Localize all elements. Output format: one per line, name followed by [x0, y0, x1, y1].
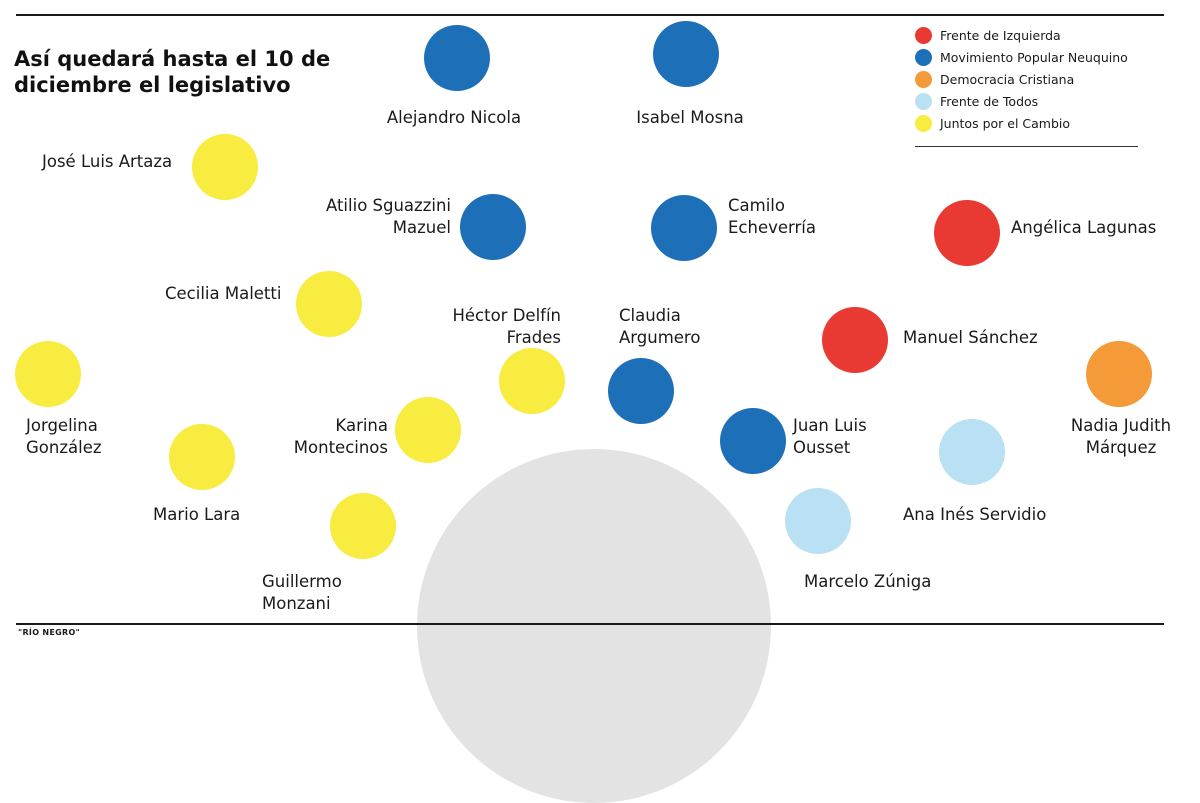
- name-line: Angélica Lagunas: [1011, 218, 1157, 237]
- name-line: Karina: [335, 416, 388, 435]
- name-line: Manuel Sánchez: [903, 328, 1038, 347]
- seat-nadia-judith-marquez: [1086, 341, 1152, 407]
- name-line: Frades: [506, 328, 561, 347]
- name-line: Monzani: [262, 594, 331, 613]
- legend-item-frente-izquierda: Frente de Izquierda: [915, 24, 1155, 46]
- label-angelica-lagunas: Angélica Lagunas: [1011, 217, 1156, 239]
- legend-label: Democracia Cristiana: [940, 71, 1075, 87]
- name-line: José Luis Artaza: [42, 152, 173, 171]
- legend-swatch: [915, 114, 932, 132]
- seat-jose-luis-artaza: [192, 134, 258, 200]
- source-credit: "RÍO NEGRO": [18, 628, 81, 637]
- legend-swatch: [915, 48, 932, 66]
- top-rule: [16, 14, 1164, 16]
- label-mario-lara: Mario Lara: [153, 504, 240, 526]
- seat-manuel-sanchez: [822, 307, 888, 373]
- hemicycle: [417, 449, 771, 803]
- name-line: Juan Luis: [793, 416, 867, 435]
- label-claudia-argumero: Claudia Argumero: [619, 305, 700, 349]
- name-line: Márquez: [1085, 438, 1157, 457]
- label-isabel-mosna: Isabel Mosna: [612, 107, 768, 129]
- name-line: Camilo: [728, 196, 785, 215]
- label-guillermo-monzani: Guillermo Monzani: [262, 571, 342, 615]
- legend-item-democracia-cristiana: Democracia Cristiana: [915, 68, 1155, 90]
- name-line: Guillermo: [262, 572, 342, 591]
- label-hector-delfin-frades: Héctor Delfín Frades: [420, 305, 561, 349]
- name-line: Argumero: [619, 328, 701, 347]
- seat-alejandro-nicola: [424, 25, 490, 91]
- legend-label: Frente de Todos: [940, 93, 1039, 109]
- seat-jorgelina-gonzalez: [15, 341, 81, 407]
- chart-title: Así quedará hasta el 10 de diciembre el …: [14, 46, 330, 98]
- bottom-rule: [16, 623, 1164, 625]
- label-marcelo-zuniga: Marcelo Zúniga: [804, 571, 931, 593]
- seat-hector-delfin-frades: [499, 348, 565, 414]
- label-alejandro-nicola: Alejandro Nicola: [372, 107, 536, 129]
- seat-marcelo-zuniga: [785, 488, 851, 554]
- seat-isabel-mosna: [653, 21, 719, 87]
- name-line: Ana Inés Servidio: [903, 505, 1047, 524]
- label-jose-luis-artaza: José Luis Artaza: [42, 151, 172, 173]
- label-karina-montecinos: Karina Montecinos: [268, 415, 388, 459]
- title-line-1: Así quedará hasta el 10 de: [14, 47, 331, 71]
- name-line: Cecilia Maletti: [165, 284, 282, 303]
- legend-label: Juntos por el Cambio: [940, 115, 1071, 131]
- seat-mario-lara: [169, 424, 235, 490]
- name-line: Alejandro Nicola: [386, 108, 522, 127]
- name-line: Marcelo Zúniga: [804, 572, 932, 591]
- seat-camilo-echeverria: [651, 195, 717, 261]
- seat-juan-luis-ousset: [720, 408, 786, 474]
- name-line: Atilio Sguazzini: [325, 196, 451, 215]
- seat-cecilia-maletti: [296, 271, 362, 337]
- label-jorgelina-gonzalez: Jorgelina González: [26, 415, 102, 459]
- name-line: Echeverría: [728, 218, 816, 237]
- name-line: Mazuel: [392, 218, 451, 237]
- legend-label: Frente de Izquierda: [940, 27, 1061, 43]
- label-camilo-echeverria: Camilo Echeverría: [728, 195, 816, 239]
- legend: Frente de Izquierda Movimiento Popular N…: [915, 24, 1155, 134]
- legend-swatch: [915, 70, 932, 88]
- seat-guillermo-monzani: [330, 493, 396, 559]
- title-line-2: diciembre el legislativo: [14, 73, 291, 97]
- name-line: Isabel Mosna: [636, 108, 744, 127]
- legend-divider: [915, 146, 1138, 147]
- name-line: González: [26, 438, 102, 457]
- seat-karina-montecinos: [395, 397, 461, 463]
- label-atilio-sguazzini-mazuel: Atilio Sguazzini Mazuel: [300, 195, 451, 239]
- name-line: Ousset: [793, 438, 851, 457]
- name-line: Mario Lara: [153, 505, 241, 524]
- name-line: Héctor Delfín: [452, 306, 561, 325]
- legend-item-frente-todos: Frente de Todos: [915, 90, 1155, 112]
- name-line: Montecinos: [293, 438, 388, 457]
- label-juan-luis-ousset: Juan Luis Ousset: [793, 415, 867, 459]
- name-line: Nadia Judith: [1070, 416, 1172, 435]
- legend-label: Movimiento Popular Neuquino: [940, 49, 1128, 65]
- seat-atilio-sguazzini-mazuel: [460, 194, 526, 260]
- legend-swatch: [915, 92, 932, 110]
- name-line: Claudia: [619, 306, 681, 325]
- label-cecilia-maletti: Cecilia Maletti: [165, 283, 281, 305]
- seat-claudia-argumero: [608, 358, 674, 424]
- label-ana-ines-servidio: Ana Inés Servidio: [903, 504, 1046, 526]
- legend-swatch: [915, 26, 932, 44]
- seat-angelica-lagunas: [934, 200, 1000, 266]
- legend-item-juntos-cambio: Juntos por el Cambio: [915, 112, 1155, 134]
- label-nadia-judith-marquez: Nadia Judith Márquez: [1060, 415, 1182, 459]
- legend-item-mpn: Movimiento Popular Neuquino: [915, 46, 1155, 68]
- name-line: Jorgelina: [26, 416, 98, 435]
- seat-ana-ines-servidio: [939, 419, 1005, 485]
- label-manuel-sanchez: Manuel Sánchez: [903, 327, 1038, 349]
